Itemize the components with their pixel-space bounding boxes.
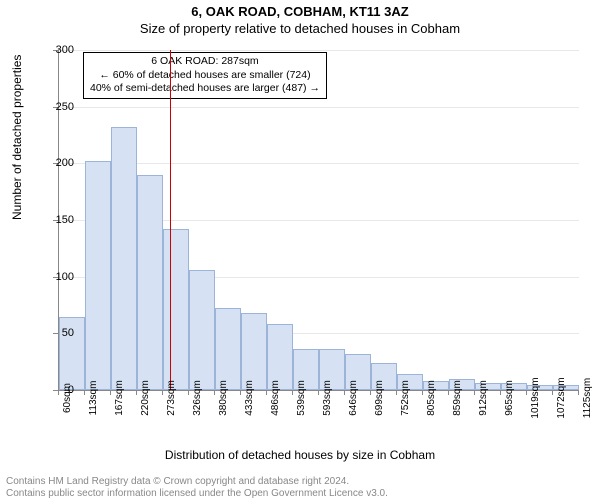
xtick-mark xyxy=(188,390,189,395)
info-line-1: 6 OAK ROAD: 287sqm xyxy=(90,55,320,69)
info-line-3: 40% of semi-detached houses are larger (… xyxy=(90,82,320,96)
chart-container: 6, OAK ROAD, COBHAM, KT11 3AZ Size of pr… xyxy=(0,4,600,504)
xtick-label: 593sqm xyxy=(322,380,333,416)
gridline xyxy=(59,107,579,108)
gridline xyxy=(59,163,579,164)
ytick-label: 100 xyxy=(44,271,74,283)
histogram-bar xyxy=(163,229,189,390)
xtick-mark xyxy=(578,390,579,395)
histogram-bar xyxy=(137,175,163,390)
xtick-mark xyxy=(448,390,449,395)
histogram-bar xyxy=(85,161,111,390)
xtick-label: 1072sqm xyxy=(556,377,567,418)
page-title: 6, OAK ROAD, COBHAM, KT11 3AZ xyxy=(0,4,600,19)
ytick-label: 200 xyxy=(44,157,74,169)
y-axis-label: Number of detached properties xyxy=(10,55,24,220)
xtick-mark xyxy=(266,390,267,395)
ytick-label: 300 xyxy=(44,44,74,56)
info-box: 6 OAK ROAD: 287sqm ← 60% of detached hou… xyxy=(83,52,327,99)
xtick-mark xyxy=(214,390,215,395)
xtick-mark xyxy=(396,390,397,395)
histogram-bar xyxy=(241,313,267,390)
xtick-mark xyxy=(552,390,553,395)
xtick-mark xyxy=(474,390,475,395)
gridline xyxy=(59,50,579,51)
xtick-mark xyxy=(344,390,345,395)
xtick-label: 699sqm xyxy=(374,380,385,416)
ytick-label: 250 xyxy=(44,101,74,113)
xtick-mark xyxy=(422,390,423,395)
xtick-label: 1019sqm xyxy=(530,377,541,418)
xtick-mark xyxy=(162,390,163,395)
xtick-mark xyxy=(110,390,111,395)
histogram-bar xyxy=(189,270,215,390)
xtick-label: 220sqm xyxy=(140,380,151,416)
footer-line-1: Contains HM Land Registry data © Crown c… xyxy=(6,476,388,488)
xtick-mark xyxy=(84,390,85,395)
xtick-label: 1125sqm xyxy=(582,378,593,418)
footer-line-2: Contains public sector information licen… xyxy=(6,488,388,500)
info-line-2: ← 60% of detached houses are smaller (72… xyxy=(90,69,320,83)
xtick-label: 646sqm xyxy=(348,380,359,416)
xtick-mark xyxy=(292,390,293,395)
page-subtitle: Size of property relative to detached ho… xyxy=(0,21,600,36)
footer-attribution: Contains HM Land Registry data © Crown c… xyxy=(6,476,388,500)
xtick-label: 380sqm xyxy=(218,380,229,416)
reference-line xyxy=(170,50,171,390)
xtick-label: 433sqm xyxy=(244,380,255,416)
xtick-label: 752sqm xyxy=(400,380,411,416)
xtick-label: 539sqm xyxy=(296,380,307,416)
ytick-label: 150 xyxy=(44,214,74,226)
histogram-bar xyxy=(111,127,137,390)
xtick-label: 60sqm xyxy=(62,383,73,413)
xtick-label: 273sqm xyxy=(166,380,177,416)
x-axis-label: Distribution of detached houses by size … xyxy=(0,448,600,462)
xtick-label: 965sqm xyxy=(504,380,515,416)
xtick-label: 326sqm xyxy=(192,380,203,416)
xtick-mark xyxy=(136,390,137,395)
xtick-label: 167sqm xyxy=(114,380,125,416)
chart-plot-area: 6 OAK ROAD: 287sqm ← 60% of detached hou… xyxy=(58,50,579,391)
xtick-label: 486sqm xyxy=(270,380,281,416)
xtick-mark xyxy=(500,390,501,395)
xtick-label: 912sqm xyxy=(478,380,489,416)
xtick-mark xyxy=(240,390,241,395)
xtick-label: 113sqm xyxy=(88,381,99,416)
ytick-label: 50 xyxy=(44,327,74,339)
histogram-bar xyxy=(215,308,241,390)
xtick-label: 859sqm xyxy=(452,380,463,416)
xtick-mark xyxy=(526,390,527,395)
xtick-mark xyxy=(58,390,59,395)
xtick-label: 805sqm xyxy=(426,380,437,416)
xtick-mark xyxy=(318,390,319,395)
xtick-mark xyxy=(370,390,371,395)
